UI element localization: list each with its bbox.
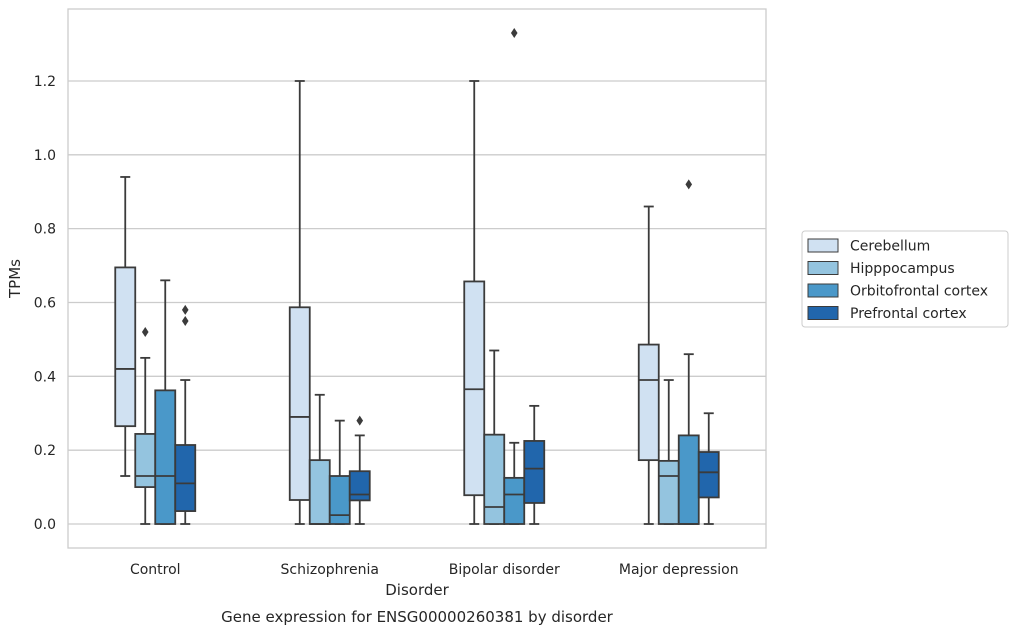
legend-swatch	[807, 261, 839, 275]
box-orbitofrontal-cortex	[328, 419, 351, 525]
box-prefrontal-cortex	[523, 404, 546, 525]
legend-item: Cerebellum	[807, 238, 930, 255]
iqr-box	[174, 444, 197, 512]
y-tick-label: 0.8	[34, 222, 56, 238]
box-prefrontal-cortex	[174, 304, 197, 525]
iqr-box	[483, 433, 506, 525]
iqr-box	[523, 440, 546, 504]
box-cerebellum	[114, 176, 137, 477]
legend-label: Cerebellum	[850, 239, 930, 255]
box-orbitofrontal-cortex	[677, 179, 700, 525]
outlier-point	[141, 327, 149, 338]
iqr-box	[503, 476, 526, 525]
y-tick-label: 0.4	[34, 369, 56, 385]
outlier-point	[181, 315, 189, 326]
legend-item: Prefrontal cortex	[807, 306, 967, 322]
box-prefrontal-cortex	[697, 412, 720, 525]
y-tick-label: 0.6	[34, 295, 56, 311]
x-tick-labels: Control Schizophrenia Bipolar disorder Majo…	[130, 562, 739, 578]
box-hipppocampus	[483, 349, 506, 525]
legend-swatch	[807, 238, 839, 253]
iqr-box	[114, 266, 137, 428]
legend-label: Prefrontal cortex	[850, 306, 967, 322]
outlier-point	[356, 415, 364, 426]
iqr-box	[154, 389, 177, 525]
x-tick-label: Schizophrenia	[281, 562, 379, 578]
box-cerebellum	[637, 205, 660, 525]
iqr-box	[134, 433, 157, 488]
y-tick-label: 1.2	[34, 74, 56, 90]
box-cerebellum	[288, 80, 311, 525]
x-axis-label: Disorder	[385, 581, 449, 599]
outlier-point	[510, 27, 518, 38]
plot-frame	[67, 8, 767, 549]
outlier-point	[181, 304, 189, 315]
legend: Cerebellum Hipppocampus Orbitofrontal cort…	[801, 230, 1009, 328]
box-hipppocampus	[308, 393, 331, 525]
iqr-box	[308, 459, 331, 525]
iqr-box	[348, 470, 371, 502]
box-hipppocampus	[657, 379, 680, 525]
box-prefrontal-cortex	[348, 415, 371, 525]
y-tick-label: 0.2	[34, 443, 56, 459]
iqr-box	[288, 306, 311, 501]
iqr-box	[677, 434, 700, 525]
y-axis-label: TPMs	[6, 259, 24, 299]
iqr-box	[463, 280, 486, 497]
legend-item: Orbitofrontal cortex	[807, 283, 988, 300]
legend-frame	[801, 230, 1009, 328]
x-tick-label: Control	[130, 562, 181, 578]
legend-label: Hipppocampus	[850, 261, 955, 277]
legend-label: Orbitofrontal cortex	[850, 284, 988, 300]
box-cerebellum	[463, 80, 486, 525]
iqr-box	[328, 475, 351, 525]
x-tick-label: Bipolar disorder	[449, 562, 560, 578]
y-tick-label: 0.0	[34, 517, 56, 533]
iqr-box	[657, 459, 680, 525]
iqr-box	[637, 343, 660, 462]
box-groups	[114, 27, 720, 525]
legend-item: Hipppocampus	[807, 261, 955, 277]
legend-swatch	[807, 306, 839, 320]
box-hipppocampus	[134, 327, 157, 525]
y-tick-label: 1.0	[34, 148, 56, 164]
x-tick-label: Major depression	[619, 562, 739, 578]
legend-swatch	[807, 283, 839, 298]
y-tick-labels: 0.0 0.2 0.4 0.6 0.8 1.0 1.2	[34, 74, 56, 533]
iqr-box	[697, 451, 720, 499]
box-orbitofrontal-cortex	[154, 279, 177, 525]
outlier-point	[685, 179, 693, 190]
chart-caption: Gene expression for ENSG00000260381 by d…	[221, 608, 614, 626]
